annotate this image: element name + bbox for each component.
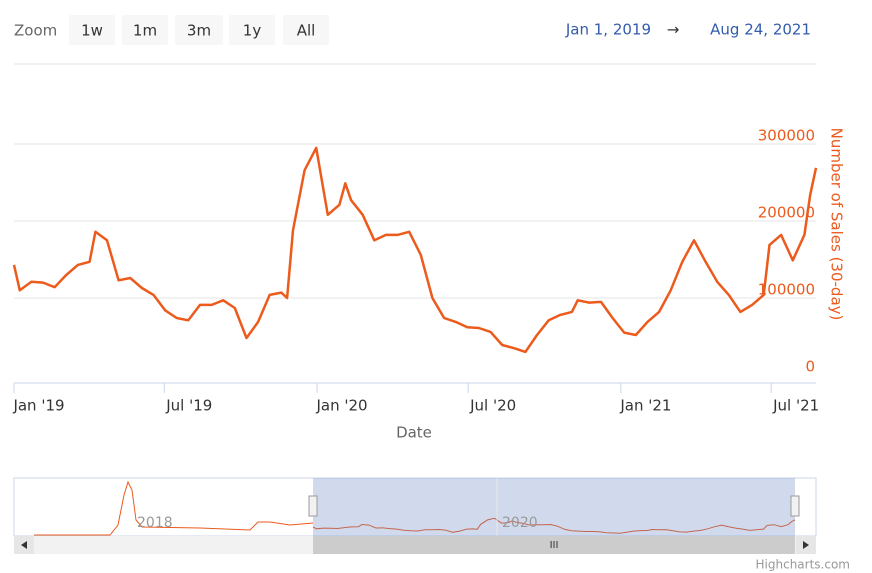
y-tick-label: 300000	[758, 127, 815, 145]
x-axis-title: Date	[396, 424, 432, 442]
navigator-handle-right[interactable]	[790, 495, 800, 517]
range-button-label: 3m	[187, 22, 211, 40]
credits[interactable]: Highcharts.com	[756, 558, 850, 572]
navigator-history-line	[34, 480, 314, 536]
range-button[interactable]	[229, 15, 275, 45]
y-tick-label: 100000	[758, 281, 815, 299]
y-axis-title: Number of Sales (30-day)	[828, 128, 846, 321]
x-tick-label: Jan '20	[315, 397, 367, 415]
range-button-label: All	[297, 22, 316, 40]
x-tick-label: Jan '19	[12, 397, 64, 415]
scroll-right-arrow	[803, 541, 809, 549]
range-buttons: 1w 1m 3m 1y All	[69, 15, 329, 45]
range-button[interactable]	[69, 15, 115, 45]
navigator	[312, 517, 796, 534]
navigator-line	[312, 517, 796, 534]
navigator-label: 2020	[502, 515, 538, 531]
range-button-label: 1y	[243, 22, 262, 40]
range-button[interactable]	[283, 15, 329, 45]
navigator-mask[interactable]	[313, 478, 795, 536]
range-button-label: 1m	[133, 22, 157, 40]
x-tick-label: Jul '20	[469, 397, 516, 415]
navigator-label: 2018	[137, 515, 173, 531]
range-button-label: 1w	[81, 22, 103, 40]
range-from[interactable]: Jan 1, 2019	[565, 21, 651, 39]
zoom-label: Zoom	[14, 22, 57, 40]
scrollbar-grip: III	[550, 540, 559, 551]
navigator-handle-left[interactable]	[308, 495, 318, 517]
y-tick-label: 200000	[758, 204, 815, 222]
x-tick-label: Jul '19	[165, 397, 212, 415]
range-arrow: →	[667, 21, 680, 39]
scrollbar-thumb[interactable]	[313, 536, 795, 554]
range-to[interactable]: Aug 24, 2021	[710, 21, 811, 39]
range-button[interactable]	[122, 15, 168, 45]
range-button[interactable]	[175, 15, 223, 45]
x-tick-label: Jan '21	[619, 397, 671, 415]
series-line	[12, 146, 818, 354]
y-tick-label: 0	[805, 358, 815, 376]
x-tick-label: Jul '21	[772, 397, 819, 415]
scroll-left-arrow	[21, 541, 27, 549]
navigator-frame	[13, 477, 817, 537]
